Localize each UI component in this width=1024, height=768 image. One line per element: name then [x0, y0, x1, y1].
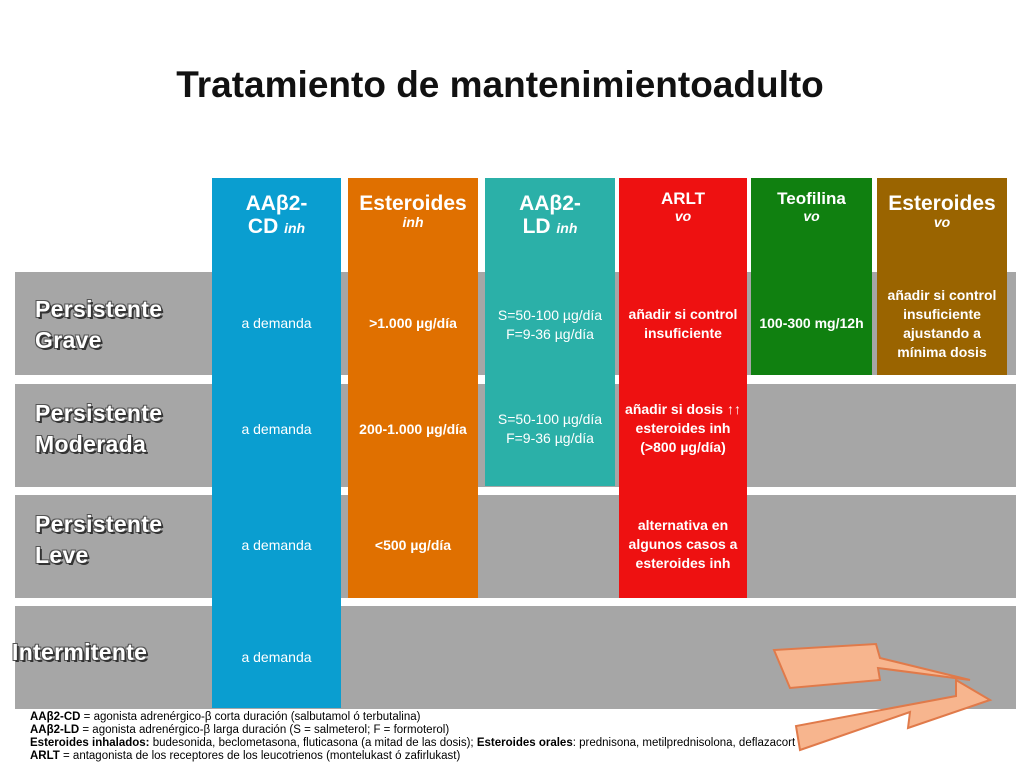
column-header: ARLT vo — [619, 189, 747, 224]
footnote-term: AAβ2-CD — [30, 711, 81, 723]
footnote-term: Esteroides inhalados: — [30, 737, 150, 749]
row-label-grave: Persistente Grave — [35, 294, 162, 356]
cell-arlt-grave: añadir si control insuficiente — [619, 305, 747, 343]
footnote-term: ARLT — [30, 750, 60, 762]
cell-teofilina-grave: 100-300 mg/12h — [759, 315, 864, 331]
cell-line: insuficiente — [644, 325, 722, 341]
column-arlt: ARLT vo añadir si control insuficiente a… — [619, 178, 747, 598]
column-header: Teofilina vo — [751, 189, 872, 224]
column-header-line: Teofilina — [777, 189, 846, 208]
cell-line: F=9-36 µg/día — [506, 430, 594, 446]
row-label-line: Intermitente — [12, 639, 148, 665]
column-esteroides-vo: Esteroides vo añadir si control insufici… — [877, 178, 1007, 375]
cell-line: esteroides inh — [635, 420, 731, 436]
cell-line: añadir si control — [628, 306, 738, 322]
row-label-line: Grave — [35, 327, 102, 353]
column-header-sub: inh — [402, 214, 424, 231]
column-header-line: Esteroides — [359, 192, 467, 215]
footnote-term: AAβ2-LD — [30, 724, 80, 736]
footnote-text: = antagonista de los receptores de los l… — [59, 750, 461, 762]
arrow-left-shape — [772, 642, 971, 690]
footnote-line: Esteroides inhalados: budesonida, beclom… — [30, 737, 795, 750]
footnote-text: = agonista adrenérgico-β larga duración … — [79, 724, 450, 736]
column-header-line: LD inh — [485, 215, 615, 238]
cell-esteroides-inh-leve: <500 µg/día — [374, 537, 452, 553]
row-label-line: Leve — [35, 542, 89, 568]
cell-line: insuficiente — [903, 306, 981, 322]
footnote-text: : prednisona, metilprednisolona, deflaza… — [572, 737, 796, 749]
footnote-line: AAβ2-LD = agonista adrenérgico-β larga d… — [30, 724, 795, 737]
row-label-line: Persistente — [35, 296, 163, 322]
cell-line: añadir si control — [887, 287, 997, 303]
column-esteroides-inh: Esteroides inh >1.000 µg/día 200-1.000 µ… — [348, 178, 478, 598]
cell-esteroides-vo-grave: añadir si control insuficiente ajustando… — [877, 286, 1007, 362]
column-header-abbr: CD — [247, 215, 279, 239]
cell-aab2cd-grave: a demanda — [241, 315, 312, 331]
cell-line: S=50-100 µg/día — [497, 307, 603, 323]
row-label-leve: Persistente Leve — [35, 509, 162, 571]
cell-aab2cd-moderada: a demanda — [241, 421, 312, 437]
footnote-term: Esteroides orales — [476, 737, 573, 749]
cell-line: esteroides inh — [635, 555, 731, 571]
cell-aab2cd-intermitente: a demanda — [241, 649, 312, 665]
column-header-sub: vo — [933, 214, 951, 231]
cell-aab2ld-moderada: S=50-100 µg/día F=9-36 µg/día — [485, 410, 615, 448]
cell-line: (>800 µg/día) — [640, 439, 726, 455]
column-teofilina: Teofilina vo 100-300 mg/12h — [751, 178, 872, 375]
cell-line: añadir si dosis ↑↑ — [625, 401, 741, 417]
page-title: Tratamiento de mantenimientoadulto — [176, 64, 824, 105]
row-label-intermitente: Intermitente — [12, 637, 147, 668]
cell-line: mínima dosis — [897, 344, 987, 360]
row-label-moderada: Persistente Moderada — [35, 398, 162, 460]
column-header: AAβ2- LD inh — [485, 192, 615, 238]
cell-aab2cd-leve: a demanda — [241, 537, 312, 553]
cell-aab2ld-grave: S=50-100 µg/día F=9-36 µg/día — [485, 306, 615, 344]
column-header: Esteroides vo — [877, 192, 1007, 230]
footnote-text: budesonida, beclometasona, fluticasona (… — [149, 737, 477, 749]
cell-line: alternativa en — [637, 517, 729, 533]
row-label-line: Persistente — [35, 400, 163, 426]
column-header: Esteroides inh — [348, 192, 478, 230]
row-label-line: Persistente — [35, 511, 163, 537]
row-label-line: Moderada — [35, 431, 147, 457]
column-header-sub: inh — [284, 220, 306, 237]
cell-esteroides-inh-moderada: 200-1.000 µg/día — [359, 421, 467, 437]
column-header: AAβ2- CD inh — [212, 192, 341, 238]
column-header-line: ARLT — [660, 189, 706, 208]
column-header-abbr: LD — [522, 215, 551, 239]
column-header-line: AAβ2- — [519, 192, 581, 215]
column-header-line: Esteroides — [888, 192, 996, 215]
band-leve — [15, 495, 1016, 598]
column-header-sub: vo — [674, 207, 692, 224]
footnote-line: AAβ2-CD = agonista adrenérgico-β corta d… — [30, 711, 795, 724]
cell-arlt-moderada: añadir si dosis ↑↑ esteroides inh (>800 … — [619, 400, 747, 457]
arrow-right-shape — [794, 678, 993, 752]
cell-esteroides-inh-grave: >1.000 µg/día — [369, 315, 457, 331]
column-header-sub: inh — [556, 220, 578, 237]
cell-line: S=50-100 µg/día — [497, 411, 603, 427]
column-aab2-cd: AAβ2- CD inh a demanda a demanda a deman… — [212, 178, 341, 708]
cell-line: ajustando a — [903, 325, 981, 341]
column-header-line: CD inh — [212, 215, 341, 238]
footnote-text: = agonista adrenérgico-β corta duración … — [80, 711, 421, 723]
double-arrow-icon — [772, 642, 993, 752]
cell-line: F=9-36 µg/día — [506, 326, 594, 342]
column-aab2-ld: AAβ2- LD inh S=50-100 µg/día F=9-36 µg/d… — [485, 178, 615, 486]
footnotes: AAβ2-CD = agonista adrenérgico-β corta d… — [30, 711, 795, 763]
column-header-sub: vo — [803, 207, 820, 224]
column-header-line: AAβ2- — [245, 192, 308, 215]
cell-arlt-leve: alternativa en algunos casos a esteroide… — [619, 516, 747, 573]
cell-line: algunos casos a — [628, 536, 738, 552]
footnote-line: ARLT = antagonista de los receptores de … — [30, 750, 795, 763]
